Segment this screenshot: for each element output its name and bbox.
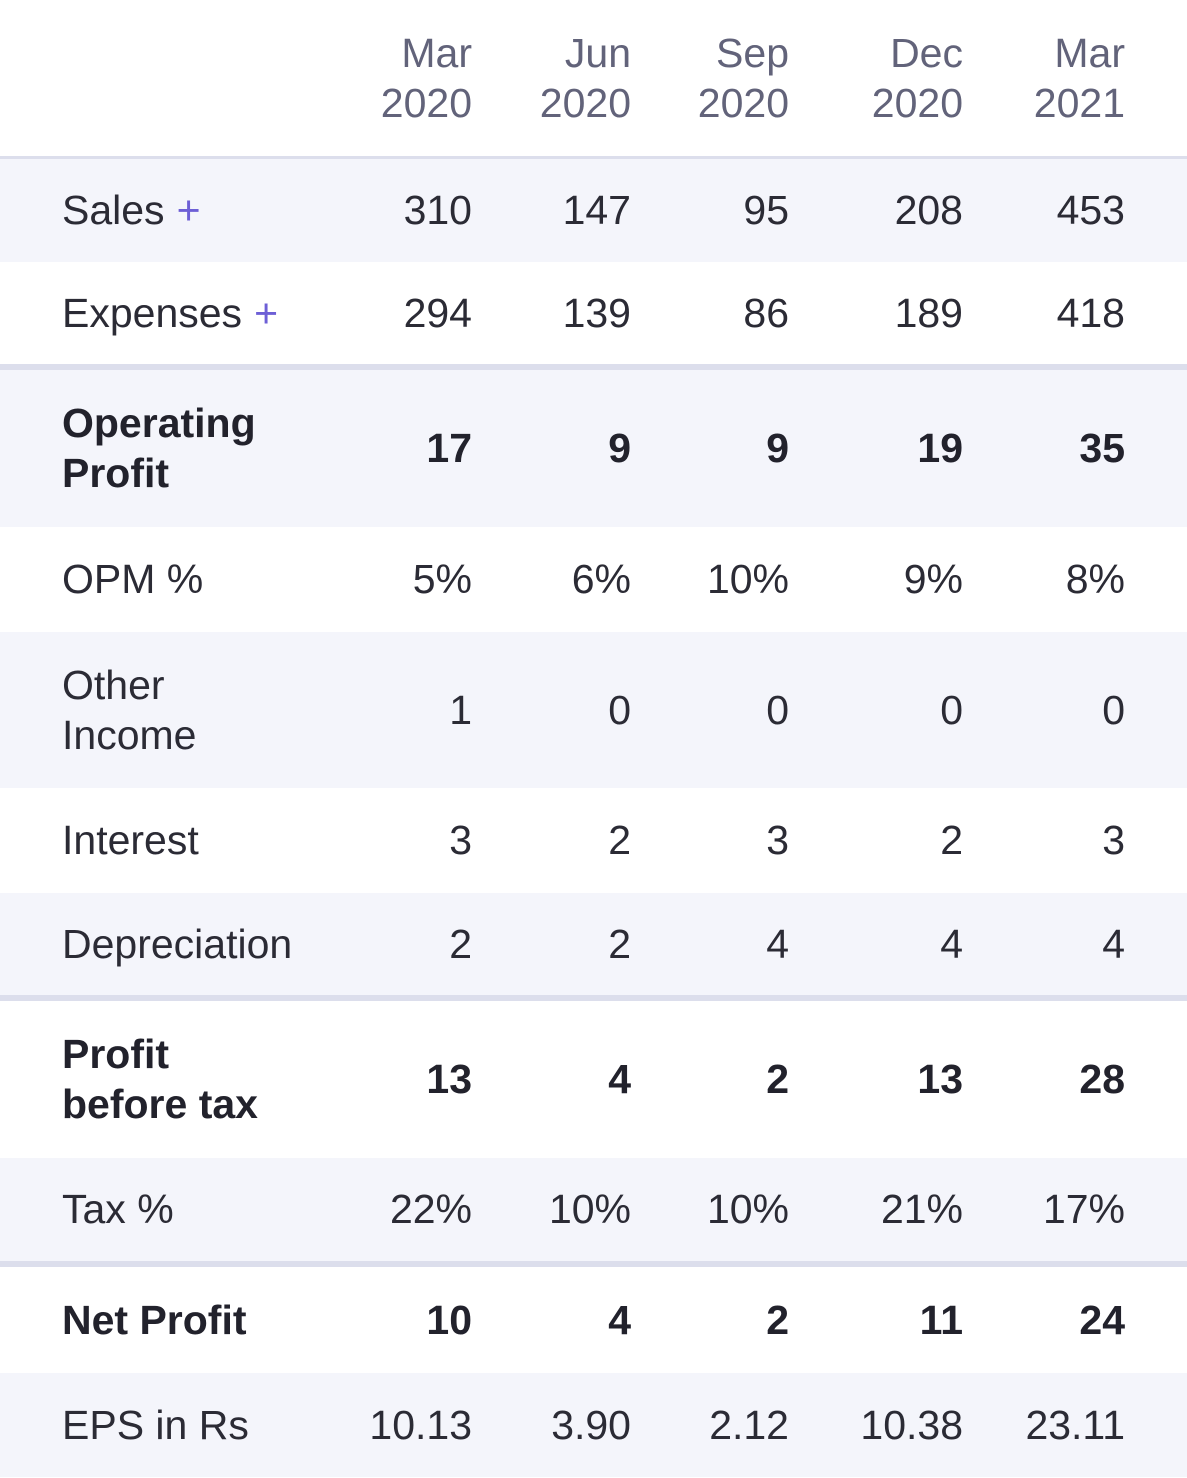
column-header: Mar 2021: [963, 0, 1187, 159]
row-depreciation: Depreciation 2 2 4 4 4: [0, 892, 1187, 998]
table-cell: 2: [940, 817, 963, 863]
row-net-profit: Net Profit 10 4 2 11 24: [0, 1260, 1187, 1373]
row-label: Depreciation: [0, 892, 330, 998]
table-cell: 0: [472, 631, 631, 788]
table-cell: 4: [963, 892, 1187, 998]
table-cell: 24: [963, 1260, 1187, 1373]
table-cell: 208: [789, 157, 963, 262]
row-label: Sales +: [0, 157, 330, 262]
table-cell: 5%: [412, 556, 472, 602]
table-cell: 294: [403, 289, 472, 336]
table-cell: 21%: [789, 1157, 963, 1264]
column-header: Jun 2020: [472, 0, 631, 159]
expand-plus-icon[interactable]: +: [254, 289, 279, 336]
table-cell: 453: [963, 157, 1187, 262]
table-cell: 147: [472, 157, 631, 262]
row-operating-profit: Operating Profit 17 9 9 19 35: [0, 363, 1187, 527]
table-cell: 17: [330, 363, 472, 527]
table-cell: 139: [562, 289, 631, 336]
table-cell: 418: [1056, 289, 1125, 336]
table-cell: 10%: [631, 1157, 789, 1264]
table-cell: 4: [631, 892, 789, 998]
row-eps: EPS in Rs 10.13 3.90 2.12 10.38 23.11: [0, 1372, 1187, 1477]
table-cell: 1: [330, 631, 472, 788]
table-cell: 0: [963, 631, 1187, 788]
table-cell: 9: [472, 363, 631, 527]
row-label: OPM %: [62, 556, 204, 602]
row-label: Other Income: [0, 631, 330, 788]
column-header: Mar 2020: [330, 0, 472, 159]
table-cell: 95: [631, 157, 789, 262]
table-cell: 23.11: [963, 1372, 1187, 1477]
row-label: Net Profit: [0, 1260, 330, 1373]
table-cell: 6%: [571, 556, 631, 602]
row-label: Profit before tax: [0, 994, 330, 1158]
table-cell: 10.13: [330, 1372, 472, 1477]
table-cell: 13: [789, 994, 963, 1158]
corner-cell: [0, 0, 330, 159]
row-expenses[interactable]: Expenses + 294 139 86 189 418: [0, 262, 1187, 367]
table-cell: 13: [330, 994, 472, 1158]
table-cell: 2: [631, 1260, 789, 1373]
table-cell: 3.90: [472, 1372, 631, 1477]
column-header: Dec 2020: [789, 0, 963, 159]
row-tax: Tax % 22% 10% 10% 21% 17%: [0, 1157, 1187, 1264]
header-row: Mar 2020 Jun 2020 Sep 2020 Dec 2020 Mar 2021: [0, 0, 1187, 159]
row-label: Tax %: [0, 1157, 330, 1264]
table-cell: 8%: [1065, 556, 1125, 602]
table-cell: 4: [472, 994, 631, 1158]
table-cell: 9%: [903, 556, 963, 602]
table-cell: 3: [766, 817, 789, 863]
table-cell: 310: [330, 157, 472, 262]
row-profit-before-tax: Profit before tax 13 4 2 13 28: [0, 994, 1187, 1158]
table-cell: 10.38: [789, 1372, 963, 1477]
table-cell: 17%: [963, 1157, 1187, 1264]
table-cell: 28: [963, 994, 1187, 1158]
row-label: Interest: [62, 817, 199, 863]
table-cell: 86: [743, 289, 789, 336]
table-cell: 22%: [330, 1157, 472, 1264]
table-cell: 9: [631, 363, 789, 527]
table-cell: 3: [449, 817, 472, 863]
row-other-income: Other Income 1 0 0 0 0: [0, 631, 1187, 788]
table-cell: 2.12: [631, 1372, 789, 1477]
row-interest: Interest 3 2 3 2 3: [0, 788, 1187, 893]
table-cell: 2: [631, 994, 789, 1158]
table-cell: 4: [472, 1260, 631, 1373]
row-label: Operating Profit: [0, 363, 330, 527]
row-label: EPS in Rs: [0, 1372, 330, 1477]
row-label: Expenses +: [62, 289, 279, 336]
table-cell: 10%: [472, 1157, 631, 1264]
table-cell: 189: [894, 289, 963, 336]
table-cell: 11: [789, 1260, 963, 1373]
table-cell: 10%: [706, 556, 789, 602]
table-cell: 3: [1102, 817, 1125, 863]
table-cell: 2: [472, 892, 631, 998]
table-cell: 0: [631, 631, 789, 788]
table-cell: 2: [330, 892, 472, 998]
column-header: Sep 2020: [631, 0, 789, 159]
table-cell: 2: [608, 817, 631, 863]
row-sales[interactable]: Sales + 310 147 95 208 453: [0, 157, 1187, 262]
row-opm: OPM % 5% 6% 10% 9% 8%: [0, 527, 1187, 632]
table-cell: 10: [330, 1260, 472, 1373]
table-cell: 35: [963, 363, 1187, 527]
table-cell: 4: [789, 892, 963, 998]
table-cell: 19: [789, 363, 963, 527]
expand-plus-icon[interactable]: +: [176, 187, 201, 234]
table-cell: 0: [789, 631, 963, 788]
